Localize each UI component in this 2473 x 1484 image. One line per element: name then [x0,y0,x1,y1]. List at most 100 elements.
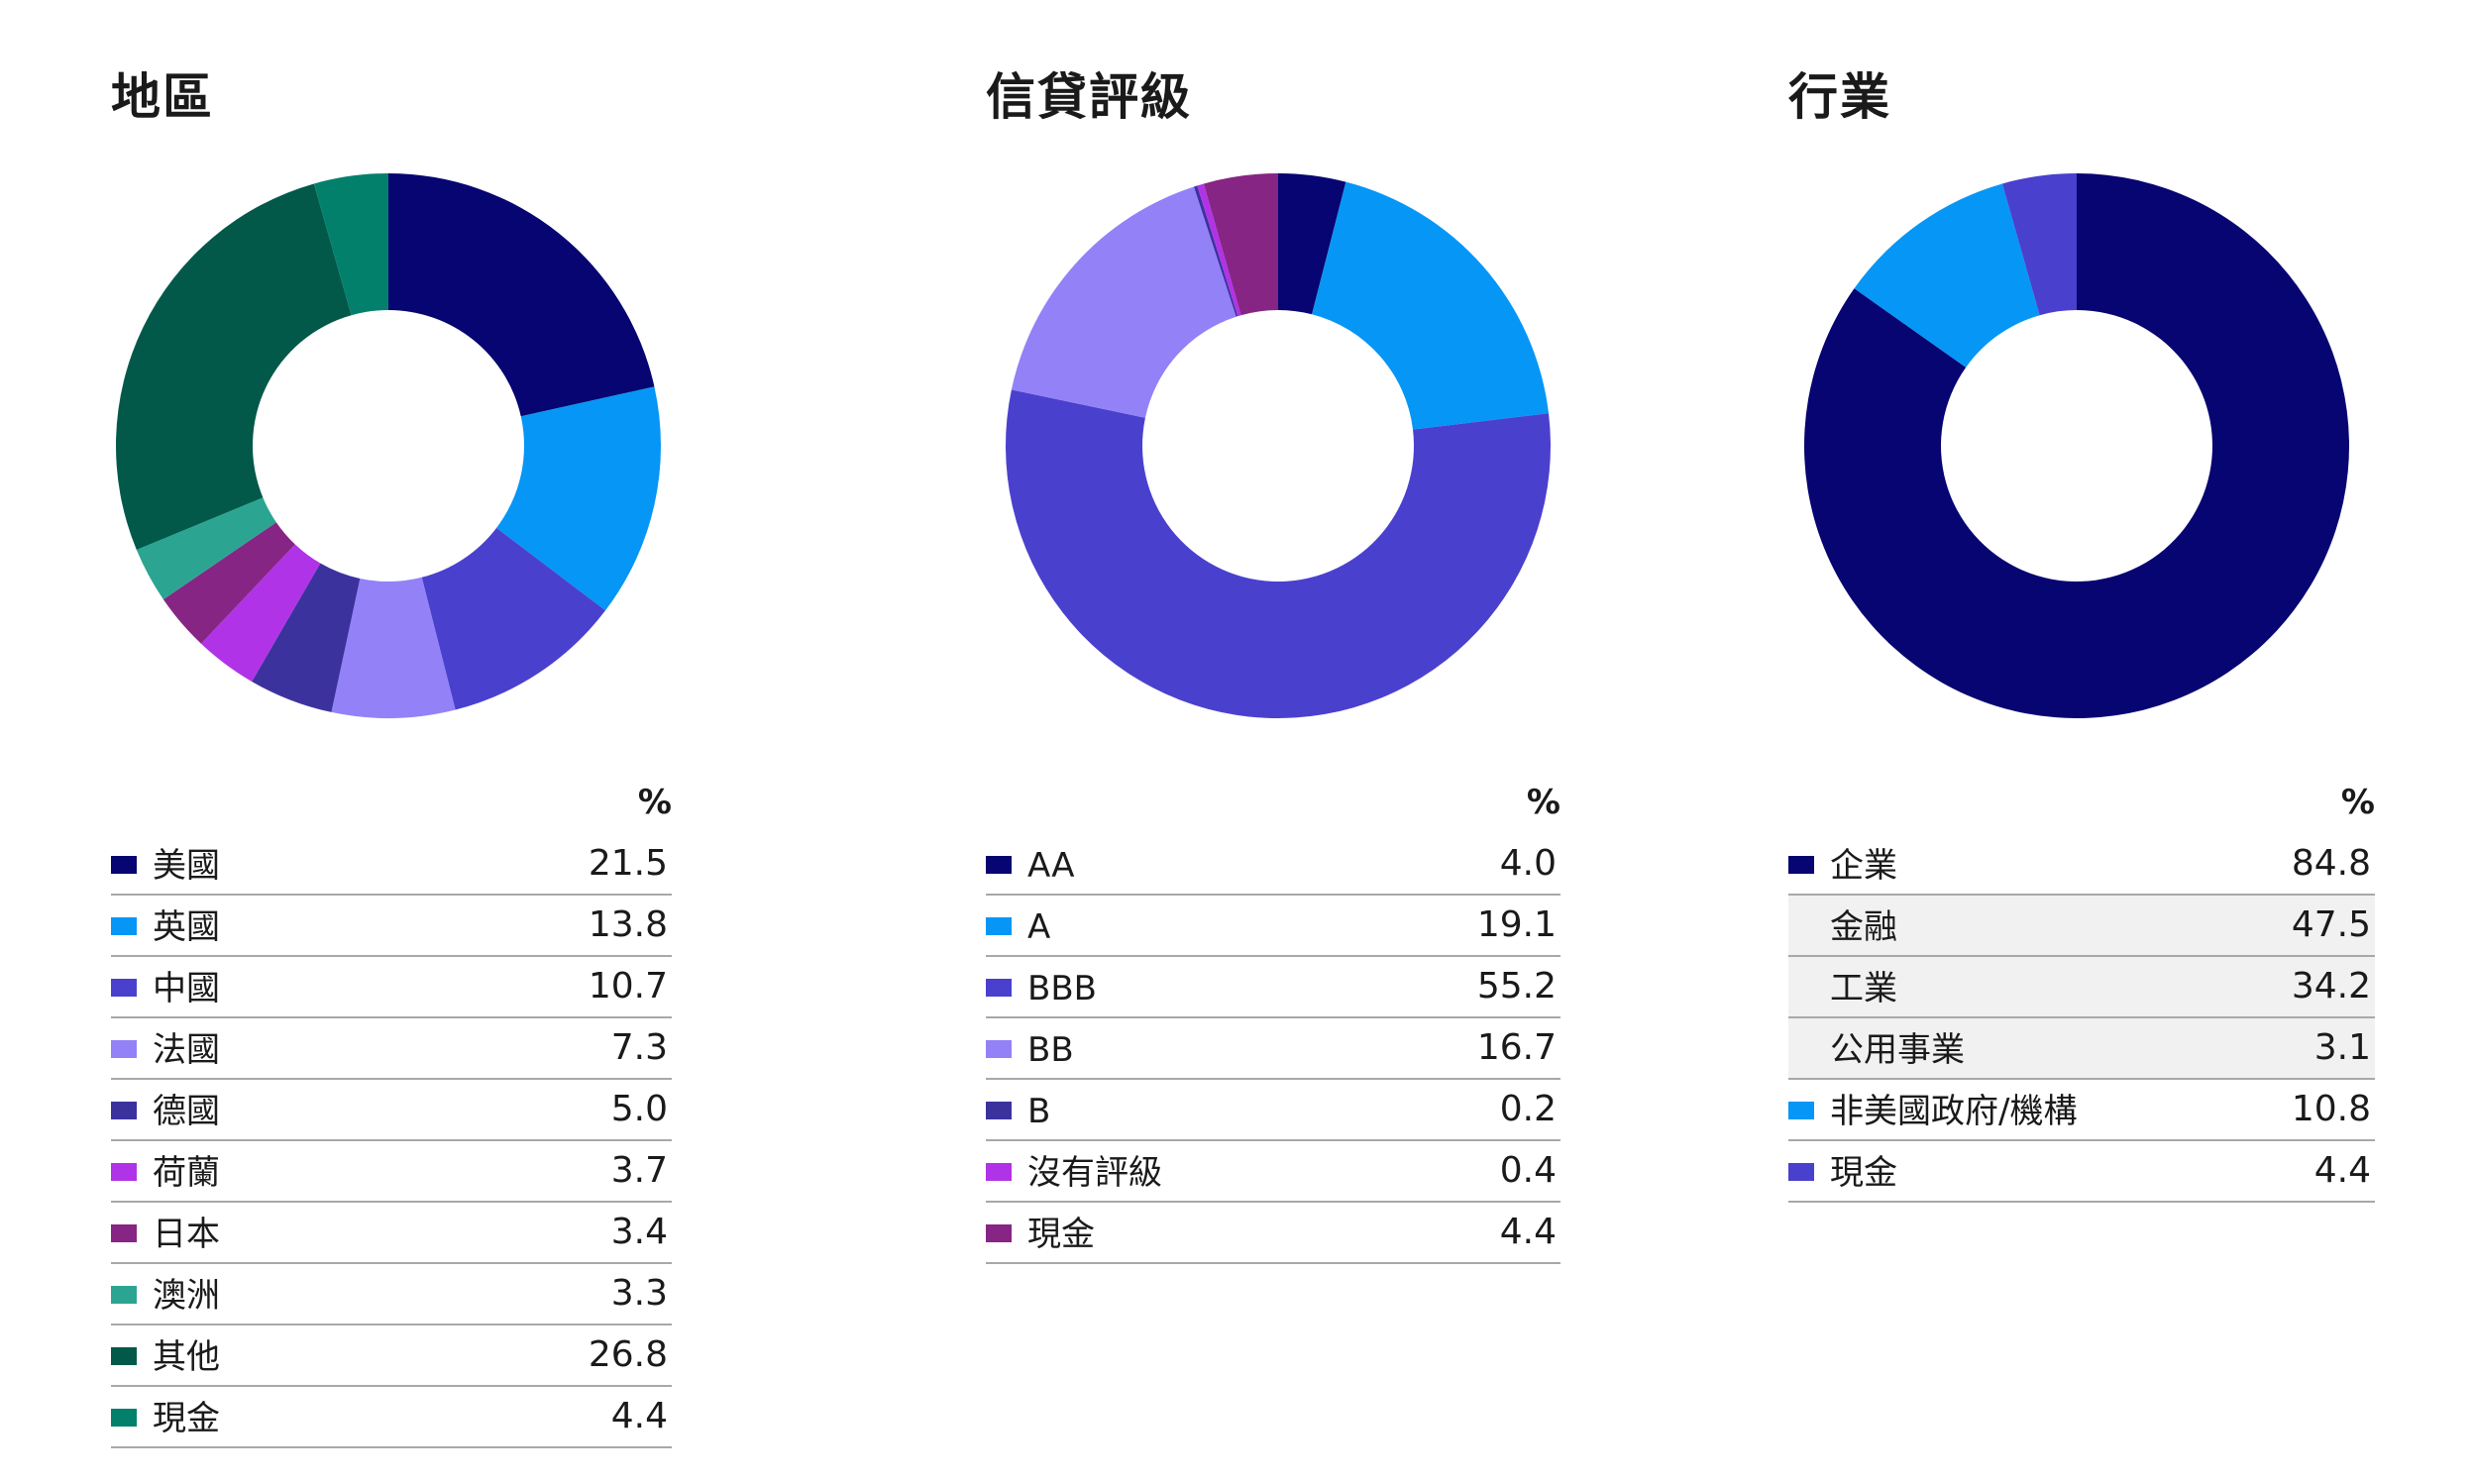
region-legend-value: 4.4 [610,1396,668,1436]
credit-legend-value: 16.7 [1476,1027,1557,1068]
region-legend-swatch [111,1347,137,1365]
credit-slice-6 [1203,173,1278,316]
region-legend-label: 美國 [153,846,220,886]
region-legend-swatch [111,1040,137,1058]
credit-slice-2 [1006,389,1551,718]
region-legend-row: 現金 4.4 [111,1387,672,1448]
region-legend-row: 德國 5.0 [111,1080,672,1141]
region-legend-label: 其他 [153,1337,220,1377]
region-slice-6 [162,522,295,644]
sector-legend-rows: 企業 84.8 金融 47.5 工業 34.2 公用事業 3.1 非美國政府/機構 10.8 現金 4… [1788,834,2375,1203]
region-legend-label: 法國 [153,1030,220,1070]
region-legend-value: 3.3 [610,1273,668,1314]
region-legend-value: 5.0 [610,1089,668,1129]
region-legend-label: 現金 [153,1399,220,1438]
region-percent-header: % [637,783,672,822]
sector-legend-label: 企業 [1830,846,1897,886]
credit-legend-label: B [1027,1092,1051,1131]
credit-legend-swatch [986,1163,1012,1181]
region-legend-swatch [111,1163,137,1181]
region-legend-row: 美國 21.5 [111,834,672,896]
region-legend-value: 26.8 [588,1334,668,1375]
region-slice-2 [421,527,606,710]
sector-legend-row: 公用事業 3.1 [1788,1018,2375,1080]
region-slice-3 [331,577,456,718]
credit-slice-3 [1011,186,1236,418]
sector-donut [1804,173,2349,718]
credit-legend-label: A [1027,907,1051,947]
region-legend-swatch [111,856,137,874]
region-legend-swatch [111,1224,137,1242]
sector-legend-row: 現金 4.4 [1788,1141,2375,1203]
credit-legend-row: 現金 4.4 [986,1203,1560,1264]
region-slice-7 [136,497,276,600]
credit-percent-header: % [1526,783,1560,822]
region-legend-label: 澳洲 [153,1276,220,1316]
credit-donut [1006,173,1551,718]
credit-legend-rows: AA 4.0 A 19.1 BBB 55.2 BB 16.7 B 0.2 沒有評級 0.4 現金 4.4 [986,834,1560,1264]
credit-legend-row: BBB 55.2 [986,957,1560,1018]
credit-legend-value: 4.4 [1499,1212,1557,1252]
sector-legend-value: 4.4 [2313,1150,2371,1191]
sector-legend-label: 非美國政府/機構 [1830,1092,2078,1131]
sector-legend-value: 10.8 [2291,1089,2371,1129]
credit-legend-row: 沒有評級 0.4 [986,1141,1560,1203]
sector-slice-0 [1804,173,2349,718]
region-slice-9 [313,173,388,316]
sector-legend-row: 金融 47.5 [1788,896,2375,957]
sector-legend-row: 企業 84.8 [1788,834,2375,896]
credit-slice-4 [1194,185,1238,317]
sector-legend-value: 34.2 [2291,966,2371,1007]
credit-legend-row: A 19.1 [986,896,1560,957]
credit-panel: 信貸評級 % AA 4.0 A 19.1 BBB 55.2 BB 16.7 B 0.2 沒有評級 0.… [986,0,1570,1484]
credit-legend-value: 0.2 [1499,1089,1557,1129]
sector-legend-value: 47.5 [2291,904,2371,945]
region-title: 地區 [111,68,214,126]
credit-legend-row: B 0.2 [986,1080,1560,1141]
sector-panel: 行業 % 企業 84.8 金融 47.5 工業 34.2 公用事業 3.1 非美國政府/機構 10… [1788,0,2378,1484]
region-slice-8 [116,183,352,550]
sector-legend-label: 現金 [1830,1153,1897,1193]
region-legend-value: 10.7 [588,966,668,1007]
sector-legend-value: 84.8 [2291,843,2371,884]
credit-legend-value: 0.4 [1499,1150,1557,1191]
sector-legend-row: 非美國政府/機構 10.8 [1788,1080,2375,1141]
region-legend-row: 英國 13.8 [111,896,672,957]
credit-legend-swatch [986,1040,1012,1058]
region-legend-row: 其他 26.8 [111,1325,672,1387]
credit-legend-swatch [986,1102,1012,1119]
credit-legend-value: 55.2 [1476,966,1557,1007]
credit-legend-swatch [986,917,1012,935]
region-legend-swatch [111,1102,137,1119]
sector-legend-swatch [1788,1163,1814,1181]
sector-legend-label: 工業 [1830,969,1897,1008]
sector-slice-2 [2001,173,2077,316]
credit-legend-swatch [986,979,1012,997]
region-slice-4 [252,563,361,712]
credit-slice-5 [1197,183,1241,317]
region-legend-rows: 美國 21.5 英國 13.8 中國 10.7 法國 7.3 德國 5.0 荷蘭 3.7 日本 3.4 澳洲… [111,834,672,1448]
region-donut [116,173,661,718]
region-legend-row: 澳洲 3.3 [111,1264,672,1325]
region-legend-label: 荷蘭 [153,1153,220,1193]
sector-legend-row: 工業 34.2 [1788,957,2375,1018]
credit-legend-swatch [986,856,1012,874]
credit-legend-value: 19.1 [1476,904,1557,945]
credit-legend-label: AA [1027,846,1075,886]
sector-title: 行業 [1788,68,1891,126]
region-legend-label: 德國 [153,1092,220,1131]
credit-legend-row: AA 4.0 [986,834,1560,896]
region-slice-5 [200,544,321,682]
credit-legend-label: BB [1027,1030,1074,1070]
region-legend-swatch [111,917,137,935]
region-panel: 地區 % 美國 21.5 英國 13.8 中國 10.7 法國 7.3 德國 5.0 荷蘭 3.7 日本… [111,0,676,1484]
region-legend-label: 英國 [153,907,220,947]
credit-slice-1 [1312,181,1550,430]
region-legend-swatch [111,979,137,997]
region-slice-0 [388,173,655,417]
credit-title: 信貸評級 [986,68,1192,126]
sector-legend-label: 金融 [1830,907,1897,947]
region-slice-1 [496,386,661,611]
region-legend-swatch [111,1409,137,1427]
credit-legend-row: BB 16.7 [986,1018,1560,1080]
